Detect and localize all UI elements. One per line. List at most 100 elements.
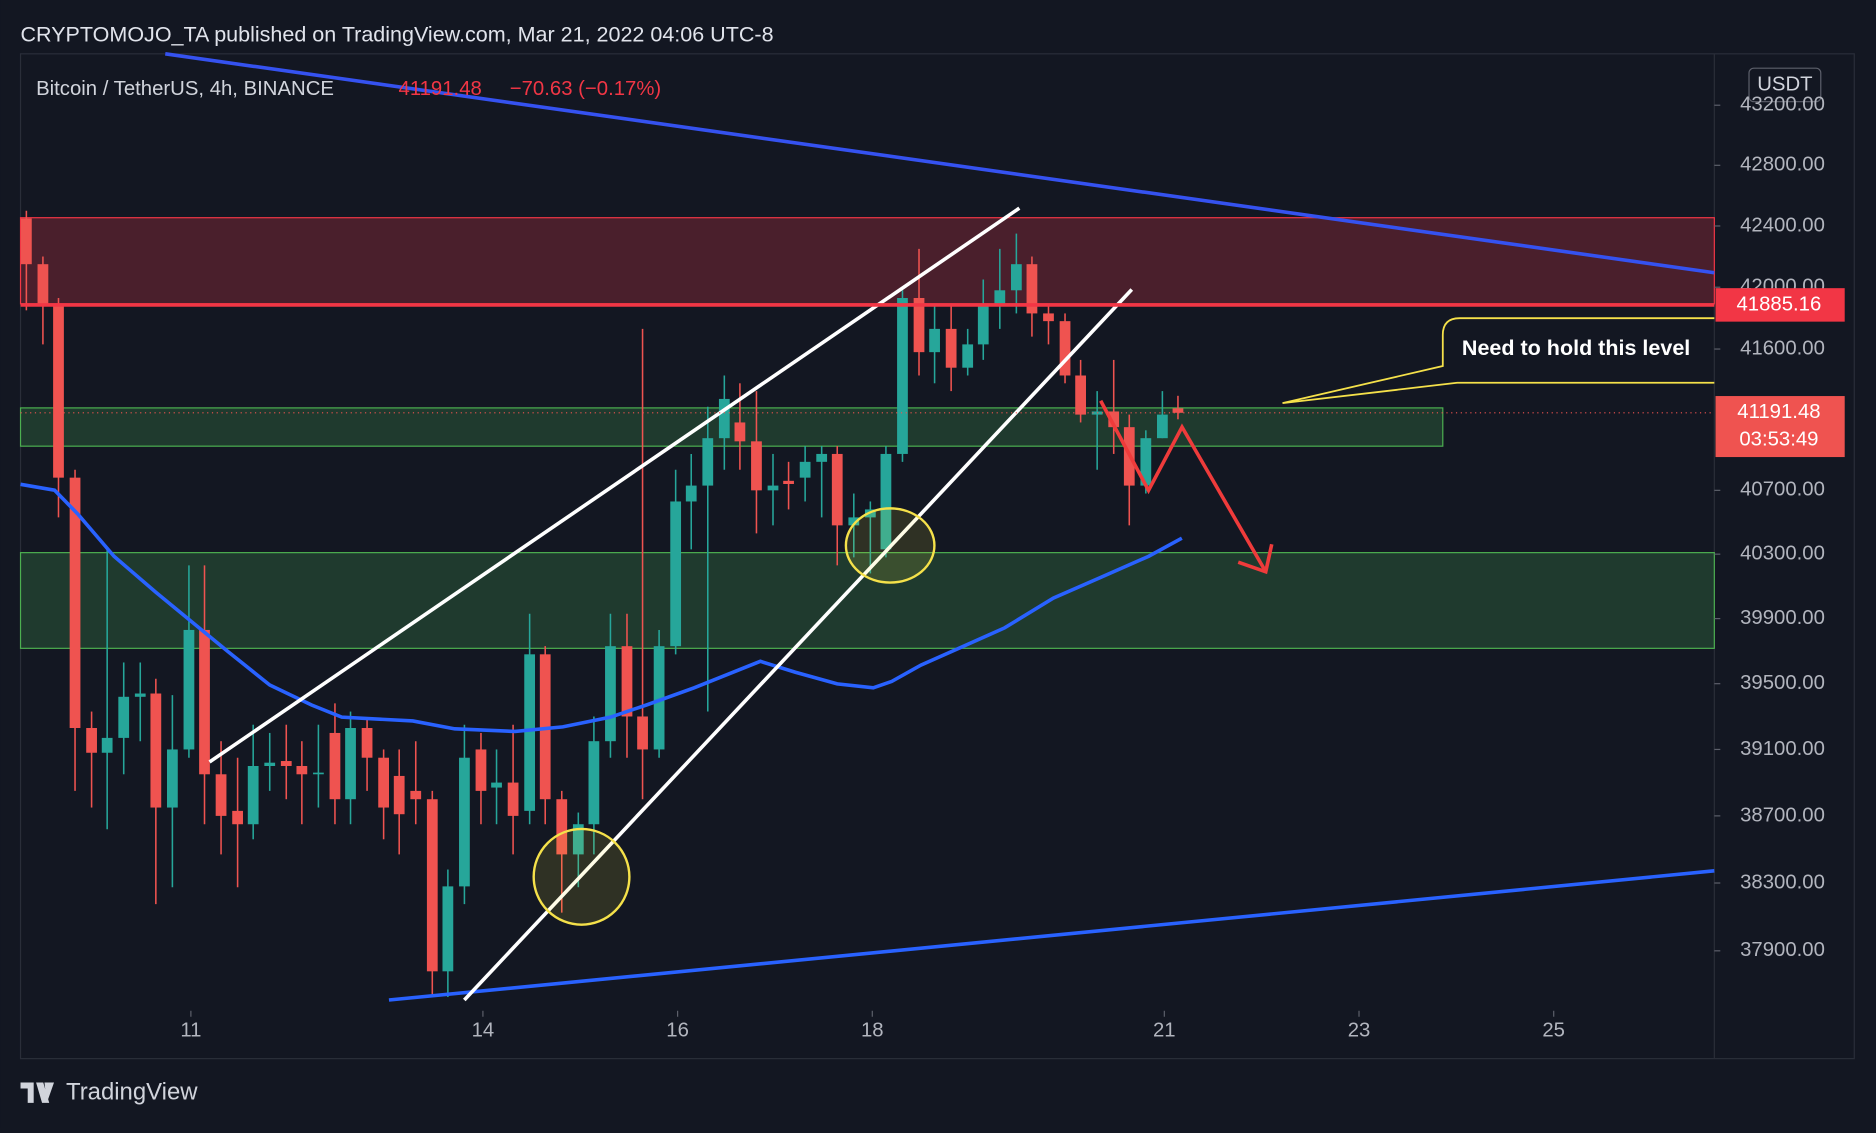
candle-body	[134, 693, 146, 697]
candle-body	[1108, 411, 1120, 428]
candle-body	[621, 646, 633, 717]
candle-body	[20, 218, 32, 265]
candle-body	[702, 438, 714, 486]
logo	[20, 1082, 55, 1103]
candle-body	[507, 782, 519, 816]
candle-body	[378, 757, 390, 808]
candle-body	[734, 422, 746, 442]
candle-body	[410, 790, 422, 800]
candle-body	[118, 696, 130, 738]
x-tick-label: 18	[861, 1019, 884, 1041]
candle-body	[1010, 264, 1022, 291]
trendline-lower	[388, 869, 1715, 1002]
candle-body	[199, 629, 210, 775]
moving-average	[20, 482, 1183, 734]
candle-body	[1075, 375, 1086, 415]
y-tick-label: 40300.00	[1740, 543, 1825, 565]
candle-body	[150, 693, 162, 808]
candle-body	[897, 297, 908, 454]
candle-body	[588, 741, 600, 825]
candle-body	[556, 799, 568, 855]
callout	[1282, 317, 1715, 405]
candle-body	[37, 264, 49, 306]
highlight-circle	[532, 827, 631, 926]
header-change: −70.63 (−0.17%)	[510, 78, 661, 100]
candle-body	[670, 501, 682, 647]
last-price-label: 41191.48	[1737, 401, 1820, 423]
support-zone-small	[19, 407, 1444, 447]
x-tick-label: 11	[180, 1019, 201, 1041]
candle-body	[475, 749, 487, 791]
header-price: 41191.48	[399, 78, 482, 100]
candle-body	[685, 485, 697, 502]
y-tick-label: 38300.00	[1740, 871, 1825, 893]
candle-body	[361, 728, 373, 758]
candle-body	[69, 477, 81, 729]
candle-body	[767, 485, 779, 491]
candle-body	[264, 762, 276, 766]
candle-body	[86, 728, 97, 753]
currency: USDT	[1757, 73, 1812, 95]
arrow-head	[1237, 543, 1274, 575]
candle-body	[637, 716, 648, 750]
candle-body	[491, 782, 502, 788]
x-tick-label: 16	[666, 1019, 689, 1041]
candle-body	[1140, 438, 1152, 486]
candle-body	[945, 328, 957, 368]
highlight-circle	[844, 507, 936, 584]
candle-body	[167, 749, 178, 808]
y-tick-label: 43200.00	[1740, 94, 1825, 116]
candle-body	[929, 328, 940, 353]
currency-box	[1748, 67, 1822, 103]
candle-body	[848, 517, 860, 526]
x-tick-label: 21	[1153, 1019, 1176, 1041]
candle-body	[313, 772, 324, 775]
candle-body	[962, 344, 974, 368]
y-tick-label: 42800.00	[1740, 154, 1825, 176]
candle-body	[442, 886, 454, 972]
candle-body	[183, 629, 195, 750]
candle-body	[1059, 321, 1071, 376]
candle-body	[1026, 264, 1038, 314]
y-tick-label: 39500.00	[1740, 672, 1825, 694]
projection-arrow	[1099, 399, 1268, 573]
candle-body	[459, 757, 470, 887]
candle-body	[572, 824, 584, 855]
candle-body	[247, 765, 259, 825]
level-label-box	[1715, 288, 1845, 322]
candle-body	[524, 654, 536, 811]
candle-body	[426, 799, 438, 972]
candle-body	[831, 453, 843, 526]
candle-body	[718, 398, 730, 439]
channel-lower	[463, 288, 1134, 1002]
y-tick-label: 38700.00	[1740, 804, 1825, 826]
candle-body	[994, 290, 1006, 306]
brand: TradingView	[66, 1079, 198, 1106]
candle-body	[280, 761, 292, 766]
trendline-upper	[165, 52, 1715, 275]
candle-body	[296, 765, 308, 775]
candle-body	[393, 775, 405, 815]
candle-body	[653, 646, 665, 750]
candle-body	[799, 461, 811, 478]
candle-body	[345, 728, 356, 800]
candle-body	[816, 453, 828, 462]
candle-body	[751, 441, 762, 491]
candle-body	[880, 453, 892, 550]
y-tick-label: 41600.00	[1740, 337, 1825, 359]
candle-body	[101, 737, 113, 753]
candle-body	[232, 810, 243, 825]
y-tick-label: 42400.00	[1740, 214, 1825, 236]
x-tick-label: 23	[1348, 1019, 1371, 1041]
y-tick-label: 39100.00	[1740, 738, 1825, 760]
candle-body	[1156, 414, 1168, 439]
candle-body	[53, 305, 64, 478]
candle-body	[1172, 408, 1184, 413]
symbol: Bitcoin / TetherUS, 4h, BINANCE	[36, 78, 334, 100]
candle-body	[215, 774, 227, 816]
candle-body	[783, 480, 794, 485]
candle-body	[605, 646, 616, 742]
resistance-zone	[19, 217, 1715, 305]
last-price-box	[1715, 396, 1845, 458]
